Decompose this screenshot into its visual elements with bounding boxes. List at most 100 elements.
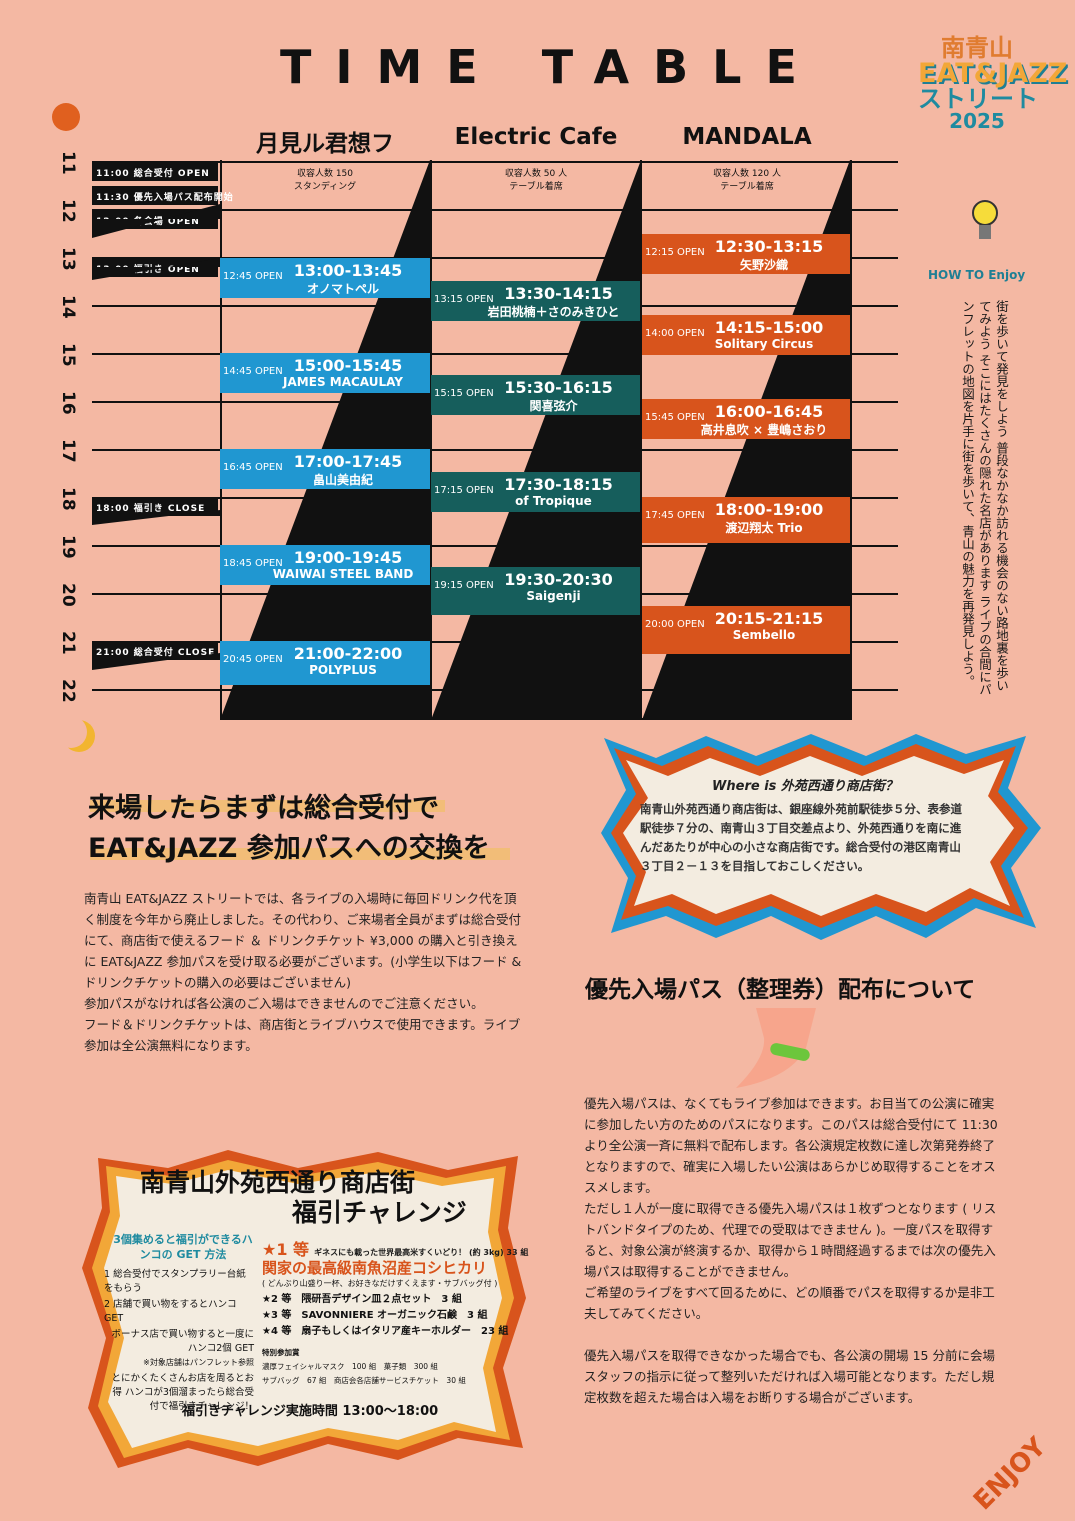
performance-slot[interactable]: 19:15 OPEN 19:30-20:30 Saigenji: [431, 567, 640, 615]
hour-line: [92, 161, 898, 163]
venue-name: Electric Cafe: [454, 124, 618, 150]
triangle-shape: [642, 160, 850, 720]
hour-line: [92, 209, 898, 211]
where-burst-shape: [601, 734, 1041, 940]
lightbulb-base-icon: [979, 225, 991, 239]
open-time: 14:00 OPEN: [645, 328, 705, 339]
paragraph: 参加パスがなければ各公演のご入場はできませんのでご注意ください。: [84, 996, 484, 1011]
performance-slot[interactable]: 20:45 OPEN 21:00-22:00 POLYPLUS: [220, 641, 430, 685]
show-time: 17:30-18:15: [504, 475, 613, 494]
open-time: 20:45 OPEN: [223, 654, 283, 665]
performance-slot[interactable]: 14:45 OPEN 15:00-15:45 JAMES MACAULAY: [220, 353, 430, 393]
paragraph: ただし１人が一度に取得できる優先入場パスは１枚ずつとなります ( リストバンドタ…: [584, 1201, 997, 1279]
performance-slot[interactable]: 20:00 OPEN 20:15-21:15 Sembello: [642, 606, 850, 654]
performance-slot[interactable]: 15:15 OPEN 15:30-16:15 関喜弦介: [431, 375, 640, 415]
prize-item: ★4 等 扇子もしくはイタリア産キーホルダー 23 組: [262, 1326, 509, 1337]
prize-1: ★1 等 ギネスにも載った世界最高米すくいどり！ (約 3kg) 33 組: [262, 1236, 528, 1260]
hour-label: 17: [58, 439, 78, 463]
hour-label: 21: [58, 631, 78, 655]
hour-label: 18: [58, 487, 78, 511]
show-time: 12:30-13:15: [714, 237, 824, 256]
hanko-how-title: 3個集めると福引ができるハンコの GET 方法: [113, 1233, 253, 1261]
capacity-text: 収容人数 150: [296, 169, 354, 179]
performance-slot[interactable]: 12:45 OPEN 13:00-13:45 オノマトペル: [220, 258, 430, 298]
venue-name: 月見ル君想フ: [256, 131, 394, 157]
hanko-step: 2 店舗で買い物をするとハンコ GET: [104, 1299, 237, 1324]
hour-line: [92, 545, 898, 547]
performance-slot[interactable]: 12:15 OPEN 12:30-13:15 矢野沙織: [642, 234, 850, 274]
performance-slot[interactable]: 16:45 OPEN 17:00-17:45 畠山美由紀: [220, 449, 430, 489]
triangle-shape: [431, 160, 641, 720]
hour-label: 19: [58, 535, 78, 559]
performance-slot[interactable]: 14:00 OPEN 14:15-15:00 Solitary Circus: [642, 315, 850, 355]
hour-line: [92, 353, 898, 355]
hour-label: 13: [58, 247, 78, 271]
show-time: 19:00-19:45: [293, 548, 403, 567]
show-time: 21:00-22:00: [293, 644, 403, 663]
schedule-note: 18:00 福引き CLOSE: [92, 497, 218, 516]
open-time: 12:45 OPEN: [223, 271, 283, 282]
open-time: 13:15 OPEN: [434, 294, 494, 305]
hanko-step: とにかくたくさんお店を周るとお得 ハンコが3個溜まったら総合受付で福引きチャレン…: [111, 1373, 254, 1412]
paragraph: 優先入場パスは、なくてもライブ参加はできます。お目当ての公演に確実に参加したい方…: [584, 1096, 998, 1195]
hour-label: 11: [58, 151, 78, 175]
hour-label: 15: [58, 343, 78, 367]
show-time: 16:00-16:45: [714, 402, 824, 421]
artist-name: POLYPLUS: [309, 663, 377, 677]
schedule-note: 11:00 総合受付 OPEN: [92, 162, 218, 181]
performance-slot[interactable]: 15:45 OPEN 16:00-16:45 高井息吹 × 豊嶋さおり: [642, 399, 850, 439]
artist-name: 渡辺翔太 Trio: [725, 521, 803, 535]
artist-name: JAMES MACAULAY: [283, 375, 403, 389]
performance-slot[interactable]: 17:15 OPEN 17:30-18:15 of Tropique: [431, 472, 640, 512]
page-title: TIME TABLE: [280, 40, 821, 94]
schedule-note: 21:00 総合受付 CLOSE: [92, 641, 218, 660]
pass-info-text: 南青山 EAT&JAZZ ストリートでは、各ライブの入場時に毎回ドリンク代を頂く…: [84, 888, 526, 1056]
column-divider: [220, 160, 222, 720]
show-time: 19:30-20:30: [504, 570, 613, 589]
lottery-time: 福引きチャレンジ実施時間 13:00〜18:00: [182, 1404, 439, 1419]
show-time: 14:15-15:00: [714, 318, 824, 337]
show-time: 18:00-19:00: [714, 500, 824, 519]
hour-label: 22: [58, 679, 78, 703]
paragraph: 南青山 EAT&JAZZ ストリートでは、各ライブの入場時に毎回ドリンク代を頂く…: [84, 891, 522, 990]
prize-item: ★3 等 SAVONNIERE オーガニック石鹸 3 組: [262, 1310, 488, 1321]
artist-name: 関喜弦介: [529, 399, 578, 413]
hour-line: [92, 449, 898, 451]
performance-slot[interactable]: 17:45 OPEN 18:00-19:00 渡辺翔太 Trio: [642, 497, 850, 543]
hour-line: [92, 689, 898, 691]
show-time: 15:00-15:45: [293, 356, 403, 375]
column-divider: [430, 160, 432, 720]
venue-capacity: 収容人数 50 人 テーブル着席: [431, 168, 641, 194]
capacity-text: 収容人数 120 人: [713, 169, 781, 179]
open-time: 15:15 OPEN: [434, 388, 494, 399]
artist-name: Sembello: [732, 628, 796, 642]
artist-name: 岩田桃楠＋さのみきひと: [487, 305, 620, 319]
special-item: サブバッグ 67 組 商店会各店舗サービスチケット 30 組: [262, 1376, 466, 1385]
lottery-title: 福引チャレンジ: [292, 1198, 467, 1227]
open-time: 20:00 OPEN: [645, 619, 705, 630]
performance-slot[interactable]: 13:15 OPEN 13:30-14:15 岩田桃楠＋さのみきひと: [431, 281, 640, 321]
where-title: Where is 外苑西通り商店街？: [712, 779, 898, 794]
artist-name: オノマトペル: [306, 282, 379, 296]
artist-name: Solitary Circus: [714, 337, 814, 351]
note-wedges: [92, 204, 220, 670]
sun-icon: [52, 103, 80, 131]
open-time: 19:15 OPEN: [434, 580, 494, 591]
prize-1-sub: ( どんぶり山盛り一杯、お好きなだけすくえます・サブバッグ付 ): [262, 1279, 498, 1288]
logo-line: 南青山: [941, 34, 1013, 62]
paragraph: フード＆ドリンクチケットは、商店街とライブハウスで使用できます。ライブ参加は全公…: [84, 1017, 521, 1053]
open-time: 14:45 OPEN: [223, 366, 283, 377]
howto-title: HOW TO Enjoy: [928, 268, 1026, 282]
prize-1-name: 関家の最高級南魚沼産コシヒカリ: [262, 1259, 488, 1277]
special-prizes: 特別参加賞 濃厚フェイシャルマスク 100 組 菓子類 300 組 サブバッグ …: [262, 1346, 466, 1388]
venue-capacity: 収容人数 120 人 テーブル着席: [642, 168, 852, 194]
where-info: Where is 外苑西通り商店街？ 南青山外苑西通り商店街は、銀座線外苑前駅徒…: [640, 775, 970, 876]
paragraph: ご希望のライブをすべて回るために、どの順番でパスを取得するか是非工夫してみてくだ…: [584, 1285, 995, 1321]
hanko-step: 1 総合受付でスタンプラリー台紙をもらう: [104, 1269, 246, 1294]
artist-name: 矢野沙織: [739, 258, 788, 272]
hour-line: [92, 257, 898, 259]
priority-pass-title: 優先入場パス（整理券）配布について: [585, 977, 976, 1003]
performance-slot[interactable]: 18:45 OPEN 19:00-19:45 WAIWAI STEEL BAND: [220, 545, 430, 585]
special-title: 特別参加賞: [262, 1348, 300, 1357]
show-time: 13:30-14:15: [504, 284, 613, 303]
